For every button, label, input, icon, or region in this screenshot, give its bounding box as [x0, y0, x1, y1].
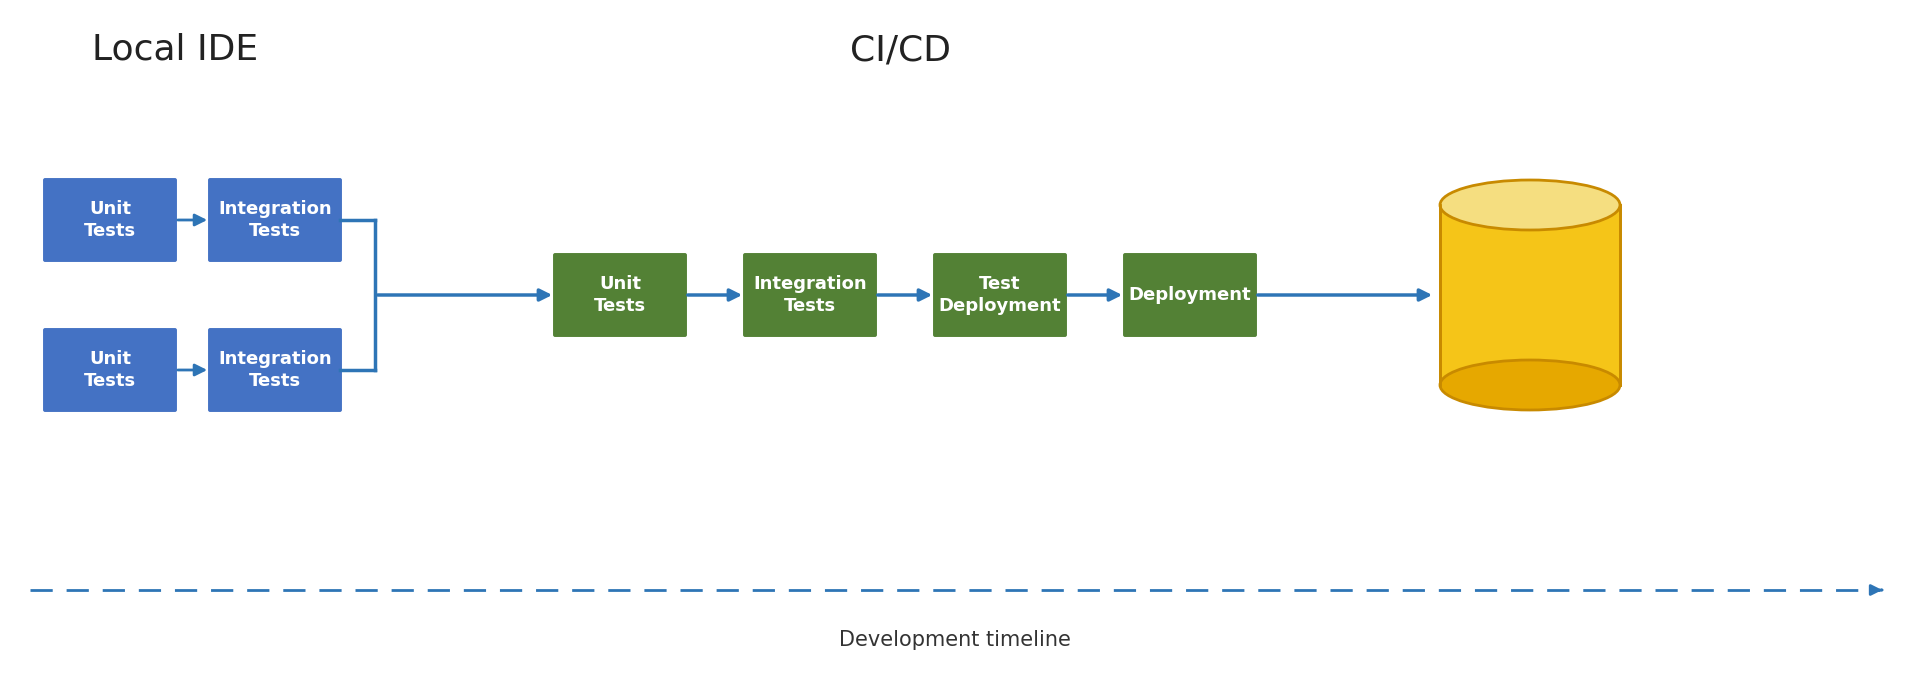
Text: Integration
Tests: Integration Tests — [218, 350, 331, 390]
FancyBboxPatch shape — [207, 327, 342, 413]
Bar — [1440, 205, 1620, 385]
Text: Unit
Tests: Unit Tests — [84, 350, 136, 390]
FancyBboxPatch shape — [42, 177, 178, 263]
FancyBboxPatch shape — [42, 327, 178, 413]
Text: Local IDE: Local IDE — [92, 33, 258, 67]
Text: Test
Deployment: Test Deployment — [939, 275, 1062, 315]
Text: Development timeline: Development timeline — [840, 630, 1071, 650]
Ellipse shape — [1440, 180, 1620, 230]
FancyBboxPatch shape — [1123, 252, 1259, 338]
Text: Deployment: Deployment — [1129, 286, 1251, 304]
FancyBboxPatch shape — [207, 177, 342, 263]
Text: Integration
Tests: Integration Tests — [218, 200, 331, 240]
Text: Unit
Tests: Unit Tests — [593, 275, 647, 315]
FancyBboxPatch shape — [932, 252, 1067, 338]
Ellipse shape — [1440, 360, 1620, 410]
Text: Unit
Tests: Unit Tests — [84, 200, 136, 240]
Text: CI/CD: CI/CD — [849, 33, 951, 67]
Text: Integration
Tests: Integration Tests — [754, 275, 867, 315]
FancyBboxPatch shape — [742, 252, 878, 338]
FancyBboxPatch shape — [553, 252, 689, 338]
